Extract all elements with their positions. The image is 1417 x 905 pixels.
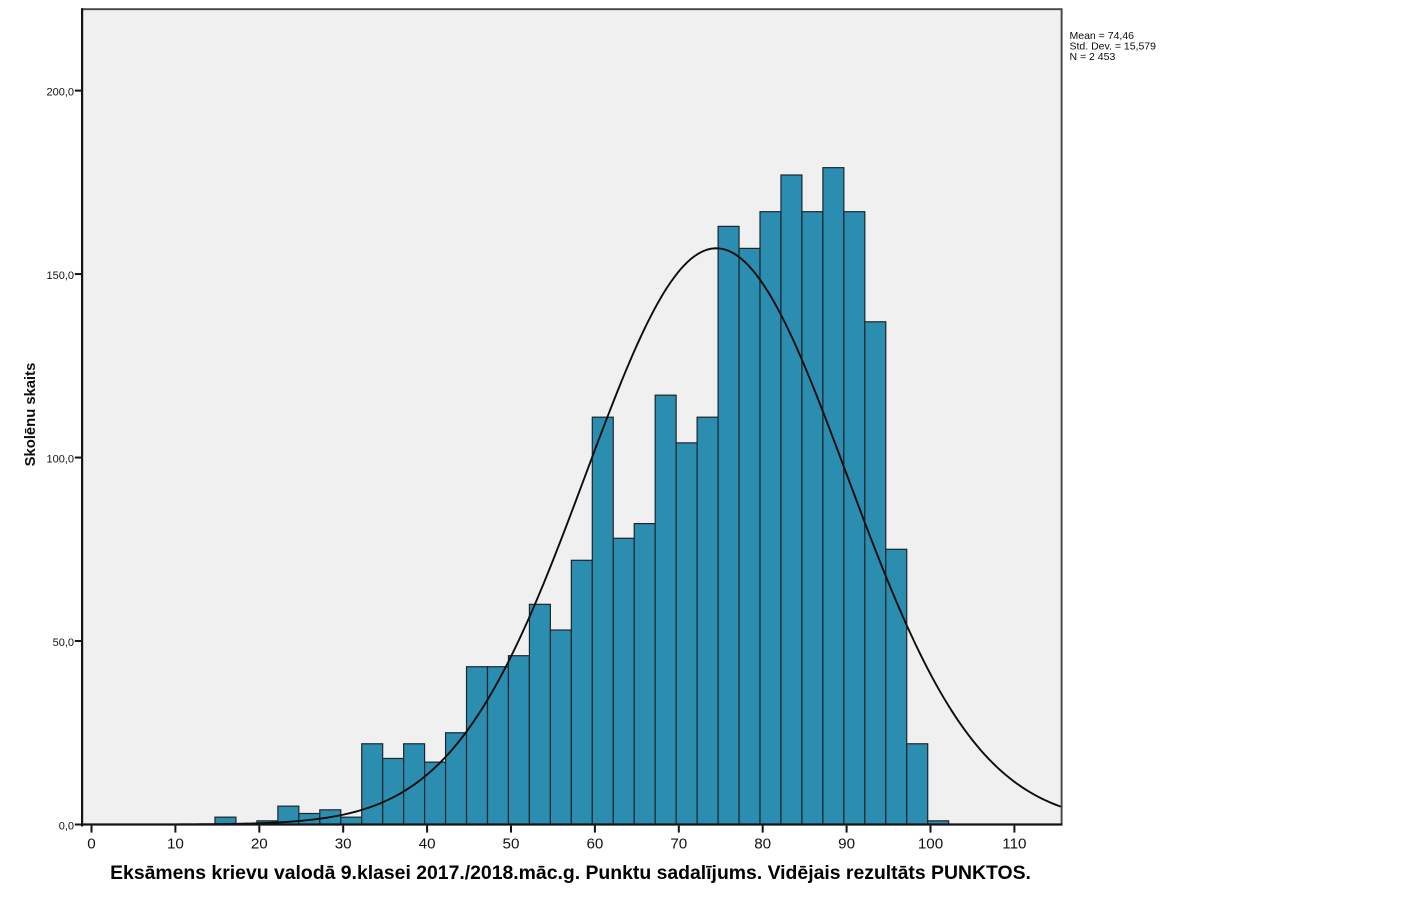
svg-text:30: 30 <box>335 836 352 853</box>
svg-text:0,0: 0,0 <box>59 820 74 832</box>
svg-text:N = 2 453: N = 2 453 <box>1070 51 1116 63</box>
svg-text:50,0: 50,0 <box>53 637 74 649</box>
svg-text:90: 90 <box>838 836 855 853</box>
svg-text:60: 60 <box>586 836 603 853</box>
svg-text:10: 10 <box>167 836 184 853</box>
svg-text:100,0: 100,0 <box>46 453 74 465</box>
svg-text:110: 110 <box>1002 836 1026 853</box>
svg-text:Skolēnu skaits: Skolēnu skaits <box>23 363 39 467</box>
svg-text:200,0: 200,0 <box>46 86 74 98</box>
svg-text:50: 50 <box>503 836 520 853</box>
svg-text:100: 100 <box>918 836 943 853</box>
svg-text:80: 80 <box>754 836 771 853</box>
svg-text:Eksāmens krievu valodā 9.klase: Eksāmens krievu valodā 9.klasei 2017./20… <box>110 862 1031 884</box>
svg-text:150,0: 150,0 <box>46 270 74 282</box>
svg-text:40: 40 <box>419 836 436 853</box>
svg-text:Std. Dev. = 15,579: Std. Dev. = 15,579 <box>1070 41 1157 53</box>
svg-text:20: 20 <box>251 836 268 853</box>
svg-text:0: 0 <box>87 836 95 853</box>
svg-text:Mean = 74,46: Mean = 74,46 <box>1070 30 1135 42</box>
svg-text:70: 70 <box>670 836 687 853</box>
